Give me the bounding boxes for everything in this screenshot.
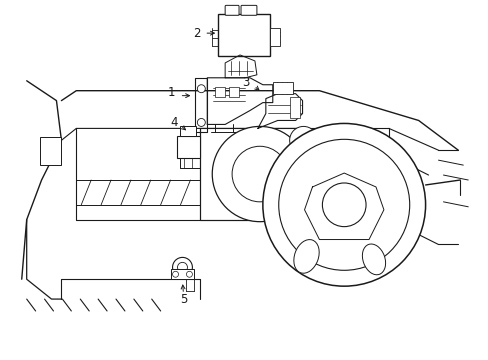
- Text: 2: 2: [192, 27, 200, 40]
- Bar: [176, 136, 200, 158]
- Circle shape: [212, 126, 307, 222]
- Text: 5: 5: [180, 293, 187, 306]
- Bar: [269, 28, 279, 46]
- Circle shape: [322, 183, 366, 227]
- Circle shape: [197, 118, 205, 126]
- Circle shape: [319, 146, 374, 202]
- Bar: [272, 82, 292, 94]
- Circle shape: [177, 262, 187, 272]
- Circle shape: [278, 139, 409, 270]
- Circle shape: [232, 146, 287, 202]
- Bar: [180, 126, 196, 136]
- Text: 4: 4: [170, 116, 177, 129]
- Bar: [229, 87, 239, 96]
- FancyBboxPatch shape: [224, 5, 239, 15]
- Bar: [40, 137, 61, 165]
- Circle shape: [172, 257, 192, 277]
- Bar: [170, 269, 194, 279]
- FancyBboxPatch shape: [241, 5, 256, 15]
- Circle shape: [289, 126, 317, 154]
- Circle shape: [263, 123, 425, 286]
- Circle shape: [186, 271, 192, 277]
- Text: 3: 3: [242, 76, 249, 89]
- Ellipse shape: [293, 240, 319, 273]
- Ellipse shape: [362, 244, 385, 275]
- Bar: [289, 96, 299, 118]
- Text: 1: 1: [168, 86, 175, 99]
- Circle shape: [299, 126, 394, 222]
- Circle shape: [172, 271, 178, 277]
- Bar: [218, 14, 269, 56]
- Bar: [215, 87, 224, 96]
- Circle shape: [197, 85, 205, 93]
